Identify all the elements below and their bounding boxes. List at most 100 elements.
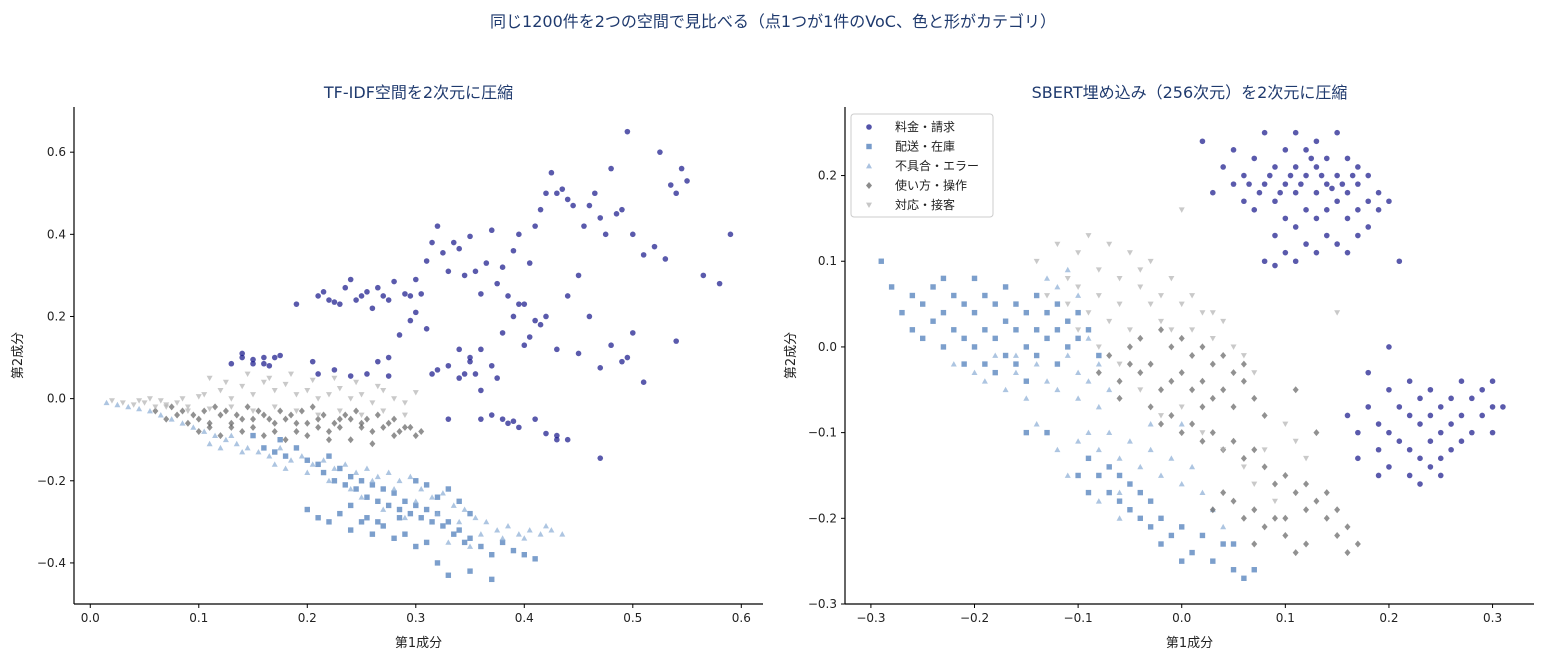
left-point-square xyxy=(402,531,408,537)
right-point-triangle-down xyxy=(1230,344,1237,350)
right-point-circle xyxy=(1417,455,1423,462)
left-point-square xyxy=(445,572,452,578)
left-point-square xyxy=(467,568,473,574)
right-point-square xyxy=(1251,567,1257,573)
right-point-circle xyxy=(1448,446,1454,453)
right-point-square xyxy=(1116,498,1123,504)
right-point-diamond xyxy=(1334,531,1341,539)
left-point-diamond xyxy=(304,419,311,427)
right-point-diamond xyxy=(1292,489,1299,497)
left-point-triangle-up xyxy=(363,465,370,471)
right-point-square xyxy=(971,344,978,350)
right-point-triangle-down xyxy=(1054,241,1061,248)
left-point-triangle-up xyxy=(304,469,311,475)
left-point-circle xyxy=(673,190,679,197)
right-point-triangle-up xyxy=(1147,446,1154,453)
left-point-square xyxy=(461,539,468,546)
left-point-triangle-up xyxy=(418,485,425,492)
right-point-square xyxy=(1106,489,1112,496)
right-point-triangle-up xyxy=(1075,438,1082,444)
right-point-diamond xyxy=(1230,403,1237,411)
left-point-square xyxy=(423,539,430,546)
right-point-triangle-up xyxy=(1137,463,1144,470)
left-point-square xyxy=(364,515,370,521)
left-point-triangle-up xyxy=(125,403,132,410)
left-point-circle xyxy=(369,305,376,312)
left-point-circle xyxy=(548,169,555,176)
right-point-square xyxy=(951,327,957,333)
left-point-triangle-up xyxy=(515,531,522,537)
left-point-triangle-up xyxy=(505,522,512,529)
right-point-square xyxy=(1013,361,1019,367)
left-point-triangle-up xyxy=(369,477,376,484)
left-point-triangle-down xyxy=(157,398,164,404)
right-point-diamond xyxy=(1271,480,1278,488)
legend-entry-label: 配送・在庫 xyxy=(895,139,955,154)
left-point-circle xyxy=(266,362,273,369)
left-point-circle xyxy=(624,354,631,361)
left-point-diamond xyxy=(228,423,235,431)
left-scatter-panel: TF-IDF空間を2次元に圧縮 0.0 0.1 0.2 0.3 0.4 0.5 0.6 −0.4… xyxy=(11,83,763,651)
right-point-circle xyxy=(1292,189,1299,196)
left-point-circle xyxy=(434,223,441,229)
right-point-triangle-up xyxy=(1012,352,1019,358)
right-point-circle xyxy=(1230,147,1237,153)
right-point-triangle-up xyxy=(1095,498,1102,504)
left-point-square xyxy=(402,498,408,505)
left-point-circle xyxy=(385,297,392,303)
right-point-circle xyxy=(1355,207,1361,213)
right-point-circle xyxy=(1386,429,1392,436)
right-point-diamond xyxy=(1095,369,1102,377)
right-point-diamond xyxy=(1323,514,1330,522)
left-point-triangle-up xyxy=(228,432,235,438)
right-point-triangle-up xyxy=(1095,361,1102,367)
legend-marker-diamond xyxy=(866,182,872,189)
right-point-triangle-up xyxy=(1064,266,1071,273)
right-point-triangle-down xyxy=(1220,447,1227,453)
right-point-circle xyxy=(1344,249,1351,256)
right-x-tick-label: −0.1 xyxy=(1064,611,1093,625)
right-point-triangle-down xyxy=(1137,267,1144,273)
right-point-diamond xyxy=(1240,360,1247,368)
left-point-circle xyxy=(586,202,593,209)
right-point-circle xyxy=(1406,446,1413,453)
left-point-diamond xyxy=(152,407,159,415)
left-point-square xyxy=(320,469,327,476)
right-point-circle xyxy=(1292,164,1299,170)
left-point-triangle-up xyxy=(445,539,452,545)
left-point-circle xyxy=(521,301,528,307)
right-point-square xyxy=(1220,541,1226,547)
left-x-tick-label: 0.0 xyxy=(81,611,100,625)
right-point-square xyxy=(1033,327,1040,333)
left-point-diamond xyxy=(250,415,257,423)
right-point-diamond xyxy=(1158,420,1165,428)
left-point-triangle-down xyxy=(244,371,251,377)
left-point-circle xyxy=(429,371,435,377)
left-point-circle xyxy=(456,346,462,353)
right-point-circle xyxy=(1355,455,1361,462)
right-point-circle xyxy=(1386,386,1392,393)
left-point-triangle-up xyxy=(255,449,262,455)
right-point-triangle-down xyxy=(1106,241,1113,248)
right-point-diamond xyxy=(1220,352,1227,359)
right-point-circle xyxy=(1349,172,1356,179)
left-point-triangle-up xyxy=(391,485,398,492)
right-point-diamond xyxy=(1261,463,1268,471)
right-point-circle xyxy=(1282,147,1289,153)
right-point-square xyxy=(1096,472,1102,479)
left-point-triangle-up xyxy=(380,506,387,512)
left-point-diamond xyxy=(174,411,181,419)
right-point-triangle-up xyxy=(1044,275,1051,281)
left-point-circle xyxy=(727,231,734,238)
legend-marker-square xyxy=(866,143,872,150)
left-y-axis-label: 第2成分 xyxy=(11,332,26,379)
left-point-diamond xyxy=(239,427,246,435)
left-point-triangle-up xyxy=(467,543,474,549)
right-point-square xyxy=(992,301,998,307)
left-point-triangle-up xyxy=(157,412,164,418)
left-point-circle xyxy=(532,416,538,422)
right-point-triangle-down xyxy=(1189,293,1196,299)
left-point-square xyxy=(418,515,424,521)
right-chart-title: SBERT埋め込み（256次元）を2次元に圧縮 xyxy=(1032,83,1348,102)
